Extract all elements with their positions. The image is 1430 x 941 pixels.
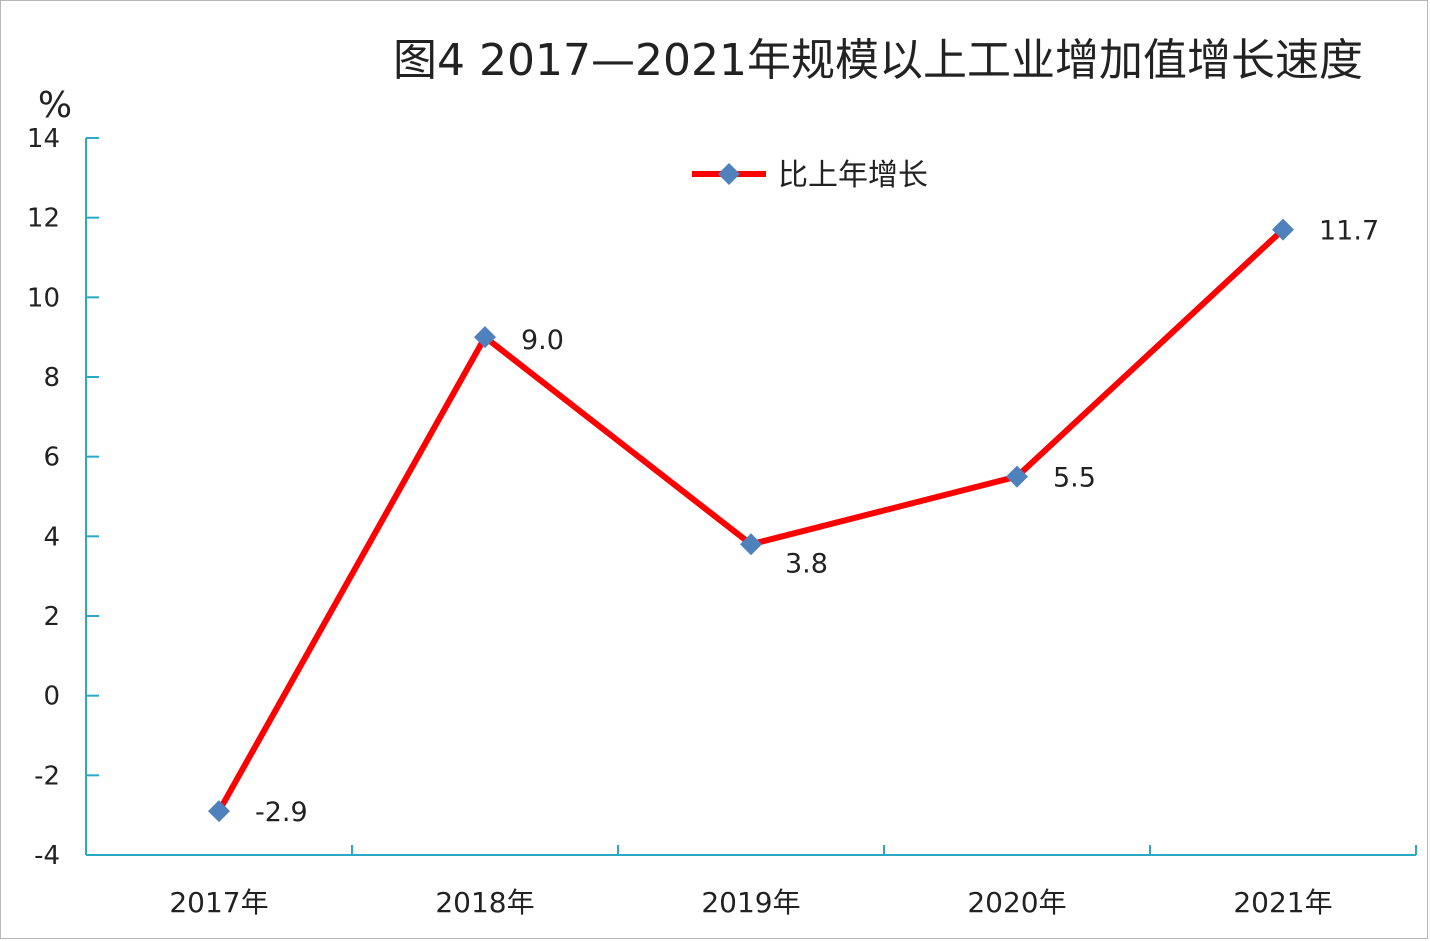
y-tick-label: 6 — [43, 443, 60, 473]
data-point-marker — [1006, 465, 1028, 488]
y-tick-label: 12 — [27, 204, 60, 234]
x-tick-label: 2019年 — [701, 886, 800, 919]
y-tick-label: 4 — [43, 522, 60, 552]
data-point-marker — [474, 326, 496, 349]
y-tick-labels: -4 -2 0 2 4 6 8 10 12 14 — [27, 124, 60, 871]
y-tick-label: 10 — [27, 283, 60, 313]
x-tick-labels: 2017年 2018年 2019年 2020年 2021年 — [169, 886, 1332, 919]
y-tick-label: -2 — [34, 761, 60, 791]
data-labels: -2.9 9.0 3.8 5.5 11.7 — [255, 216, 1379, 829]
data-label: 5.5 — [1053, 463, 1096, 494]
x-tick-label: 2020年 — [967, 886, 1066, 919]
data-label: -2.9 — [255, 797, 308, 828]
y-tick-label: 2 — [43, 602, 60, 632]
x-tick-label: 2021年 — [1233, 886, 1332, 919]
y-tick-label: -4 — [34, 841, 60, 871]
legend-label: 比上年增长 — [778, 158, 928, 193]
data-label: 11.7 — [1319, 216, 1379, 247]
data-label: 9.0 — [521, 325, 564, 356]
series-group — [208, 218, 1294, 823]
y-tick-label: 8 — [43, 363, 60, 393]
data-label: 3.8 — [785, 548, 828, 579]
axes — [85, 137, 1417, 856]
x-tick-label: 2017年 — [169, 886, 268, 919]
y-tick-label: 14 — [27, 124, 60, 154]
chart-title: 图4 2017—2021年规模以上工业增加值增长速度 — [393, 35, 1363, 86]
data-point-marker — [1272, 218, 1294, 241]
series-line — [216, 227, 1286, 813]
legend[interactable]: 比上年增长 — [692, 158, 928, 193]
data-point-marker — [740, 533, 762, 556]
data-point-marker — [208, 800, 230, 823]
y-axis-unit: % — [38, 85, 72, 126]
y-tick-label: 0 — [43, 682, 60, 712]
x-tick-label: 2018年 — [435, 886, 534, 919]
legend-marker-swatch — [718, 163, 740, 185]
